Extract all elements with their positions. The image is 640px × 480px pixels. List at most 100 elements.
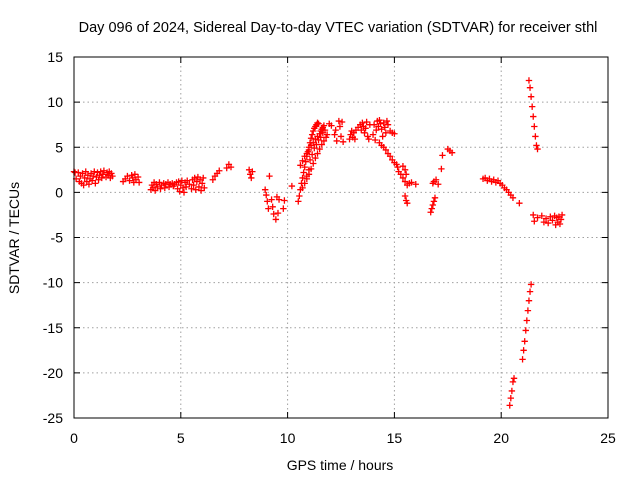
data-point	[558, 211, 566, 219]
data-point	[151, 187, 159, 194]
data-point	[299, 184, 306, 192]
data-point	[161, 184, 168, 192]
data-point	[378, 126, 385, 133]
data-point	[428, 205, 435, 212]
data-point	[380, 119, 387, 127]
data-point	[311, 144, 318, 152]
data-point	[365, 135, 372, 143]
data-point	[301, 163, 308, 171]
data-point	[303, 150, 311, 157]
data-point	[328, 122, 335, 129]
data-point	[201, 184, 208, 192]
data-point	[386, 153, 394, 160]
data-point	[88, 177, 96, 184]
y-tick-label: 15	[47, 49, 63, 65]
data-point	[302, 158, 309, 165]
data-point	[321, 126, 329, 134]
data-point	[186, 181, 193, 188]
data-point	[408, 179, 415, 186]
data-point	[79, 170, 86, 177]
data-point	[509, 378, 517, 386]
data-point	[299, 174, 306, 182]
data-point	[320, 122, 328, 129]
data-point	[333, 137, 340, 145]
data-point	[526, 288, 534, 295]
data-point	[542, 215, 550, 222]
x-tick-label: 15	[387, 430, 403, 446]
x-tick-label: 0	[70, 430, 78, 446]
data-point	[358, 126, 365, 134]
data-point	[301, 180, 308, 187]
y-tick-label: 0	[55, 184, 63, 200]
data-point	[402, 171, 410, 178]
data-point	[549, 217, 556, 224]
data-point	[544, 219, 552, 227]
data-point	[131, 171, 139, 178]
x-tick-label: 20	[493, 430, 509, 446]
y-tick-label: -25	[43, 410, 63, 426]
data-point	[91, 168, 98, 175]
data-point	[448, 149, 456, 156]
data-point	[507, 394, 515, 402]
data-point	[531, 218, 538, 225]
data-point	[90, 172, 97, 180]
data-point	[305, 146, 313, 154]
data-point	[379, 133, 386, 140]
data-point	[506, 402, 513, 409]
data-point	[522, 327, 529, 334]
data-point	[92, 180, 99, 187]
data-point	[523, 317, 531, 324]
data-point	[268, 196, 275, 203]
data-point	[248, 174, 255, 182]
grid-lines	[74, 57, 608, 418]
data-point	[305, 166, 313, 174]
data-point	[182, 183, 190, 191]
data-point	[297, 162, 304, 169]
data-point	[261, 186, 269, 193]
data-point	[532, 133, 539, 140]
data-point	[281, 197, 288, 204]
data-point	[516, 200, 523, 207]
data-point	[198, 180, 206, 187]
data-point	[401, 166, 409, 174]
data-point	[81, 174, 88, 182]
data-point	[432, 176, 440, 183]
data-point	[556, 220, 564, 228]
data-point	[363, 118, 370, 126]
data-point	[180, 189, 188, 196]
data-point	[308, 151, 316, 158]
chart-title: Day 096 of 2024, Sidereal Day-to-day VTE…	[79, 20, 598, 36]
data-point	[438, 165, 445, 173]
x-tick-label: 10	[280, 430, 296, 446]
data-point	[299, 157, 306, 164]
data-point	[300, 169, 307, 176]
data-point	[510, 375, 518, 382]
data-point	[223, 164, 230, 172]
data-point	[154, 183, 161, 191]
y-tick-label: 10	[47, 94, 63, 110]
data-point	[245, 166, 253, 174]
data-point	[100, 167, 108, 174]
y-tick-label: -15	[43, 320, 63, 336]
data-point	[540, 218, 548, 226]
data-point	[528, 103, 536, 110]
data-point	[272, 216, 280, 223]
data-point	[197, 187, 205, 194]
data-point	[339, 138, 347, 146]
data-point	[399, 174, 407, 182]
data-point	[525, 297, 533, 304]
data-point	[195, 183, 203, 191]
data-point	[509, 194, 517, 201]
data-point	[361, 129, 368, 137]
data-point	[313, 141, 320, 148]
data-point	[508, 387, 516, 395]
x-tick-label: 5	[177, 430, 185, 446]
data-point	[369, 131, 377, 138]
data-point	[527, 281, 535, 288]
data-point	[295, 198, 302, 205]
data-point	[320, 137, 328, 145]
data-point	[308, 131, 316, 138]
y-tick-label: 5	[55, 139, 63, 155]
data-point	[80, 181, 87, 189]
data-point	[534, 145, 541, 153]
